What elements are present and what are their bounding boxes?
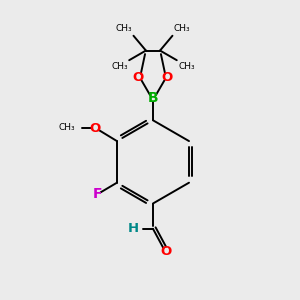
Text: CH₃: CH₃	[174, 24, 190, 33]
Text: CH₃: CH₃	[58, 123, 75, 132]
Text: F: F	[93, 187, 102, 201]
Text: O: O	[133, 71, 144, 84]
Text: CH₃: CH₃	[178, 62, 195, 71]
Text: CH₃: CH₃	[116, 24, 132, 33]
Text: O: O	[162, 71, 173, 84]
Text: B: B	[148, 91, 158, 105]
Text: H: H	[128, 222, 139, 235]
Text: CH₃: CH₃	[111, 62, 128, 71]
Text: O: O	[160, 245, 171, 258]
Text: O: O	[89, 122, 101, 135]
